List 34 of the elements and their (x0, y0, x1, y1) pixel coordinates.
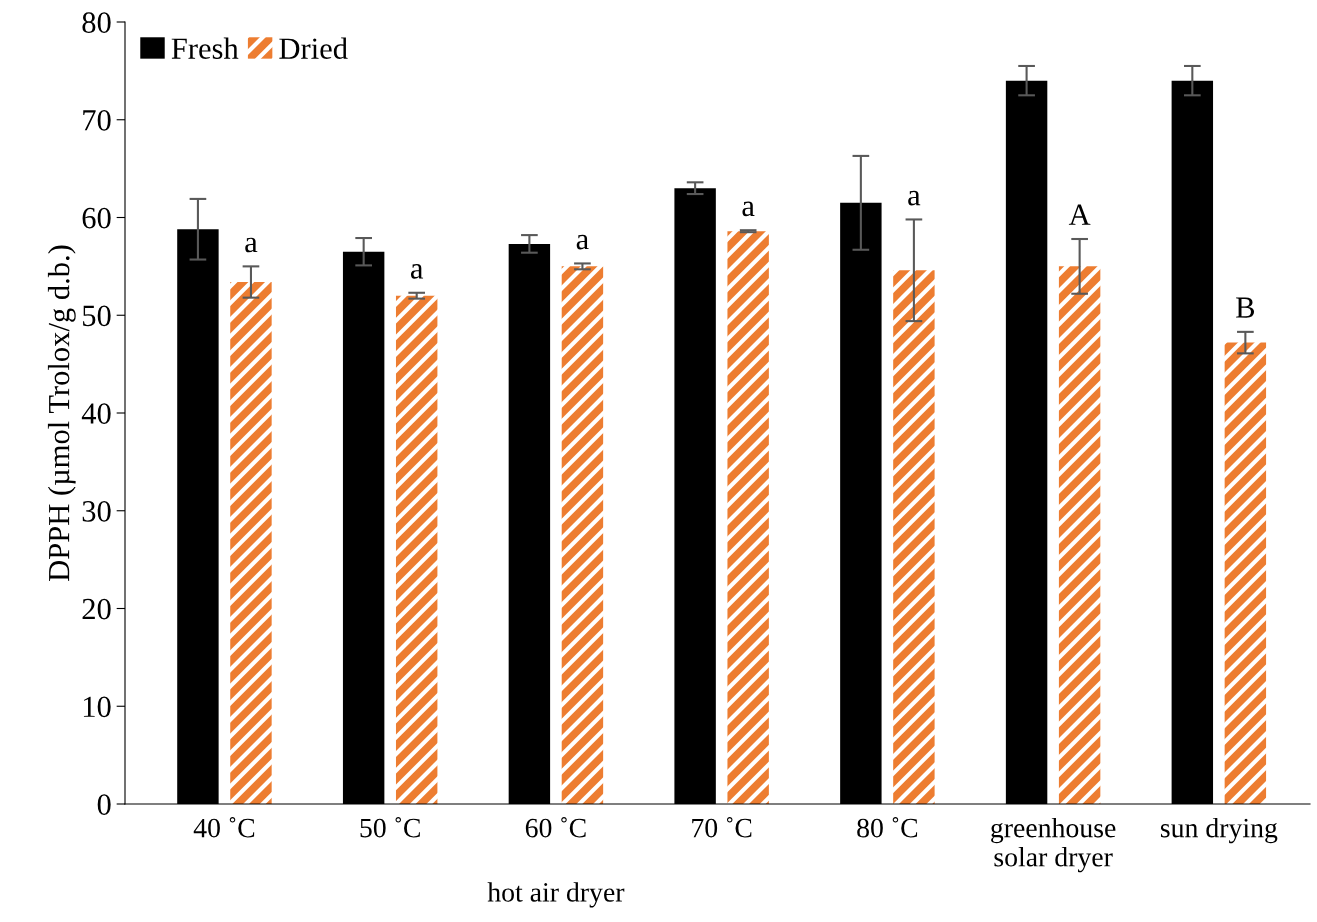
y-axis-title: DPPH (µmol Trolox/g d.b.) (47, 245, 76, 581)
annotation: a (742, 201, 755, 217)
annotation: B (1236, 297, 1255, 318)
x-tick-label: 70 ˚C (692, 817, 752, 838)
x-tick-label: sun drying (1160, 817, 1278, 844)
y-tick-label: 50 (83, 305, 111, 327)
y-tick-label: 60 (82, 207, 111, 229)
x-tick-label: 40 ˚C (193, 817, 255, 838)
legend-label: Fresh (171, 37, 239, 59)
y-tick-label: 70 (83, 110, 111, 131)
bar (561, 266, 604, 804)
y-tick-label: 80 (82, 12, 111, 33)
bar (1224, 342, 1267, 804)
y-tick-label: 0 (97, 794, 111, 815)
y-tick-label: 20 (82, 598, 111, 620)
annotation: A (1068, 204, 1091, 225)
text: hot air dryer (487, 882, 625, 908)
x-tick-label: 50 ˚C (360, 817, 420, 838)
x-tick-label: 80 ˚C (857, 817, 918, 838)
annotation: a (908, 190, 921, 206)
legend-label: Dried (279, 37, 348, 59)
x-tick-label: 60 ˚C (525, 817, 586, 838)
annotation: a (410, 264, 424, 279)
y-tick-label: 10 (83, 696, 111, 718)
annotation: a (576, 234, 589, 250)
y-tick-label: 40 (81, 403, 111, 424)
annotation: a (245, 237, 258, 253)
bar (395, 295, 438, 804)
bar (230, 282, 272, 804)
y-tick-label: 30 (82, 501, 111, 522)
bar (893, 270, 935, 804)
bar (727, 231, 769, 804)
bar (1058, 266, 1101, 804)
x-tick-label: greenhouse solar dryer (991, 817, 1116, 873)
